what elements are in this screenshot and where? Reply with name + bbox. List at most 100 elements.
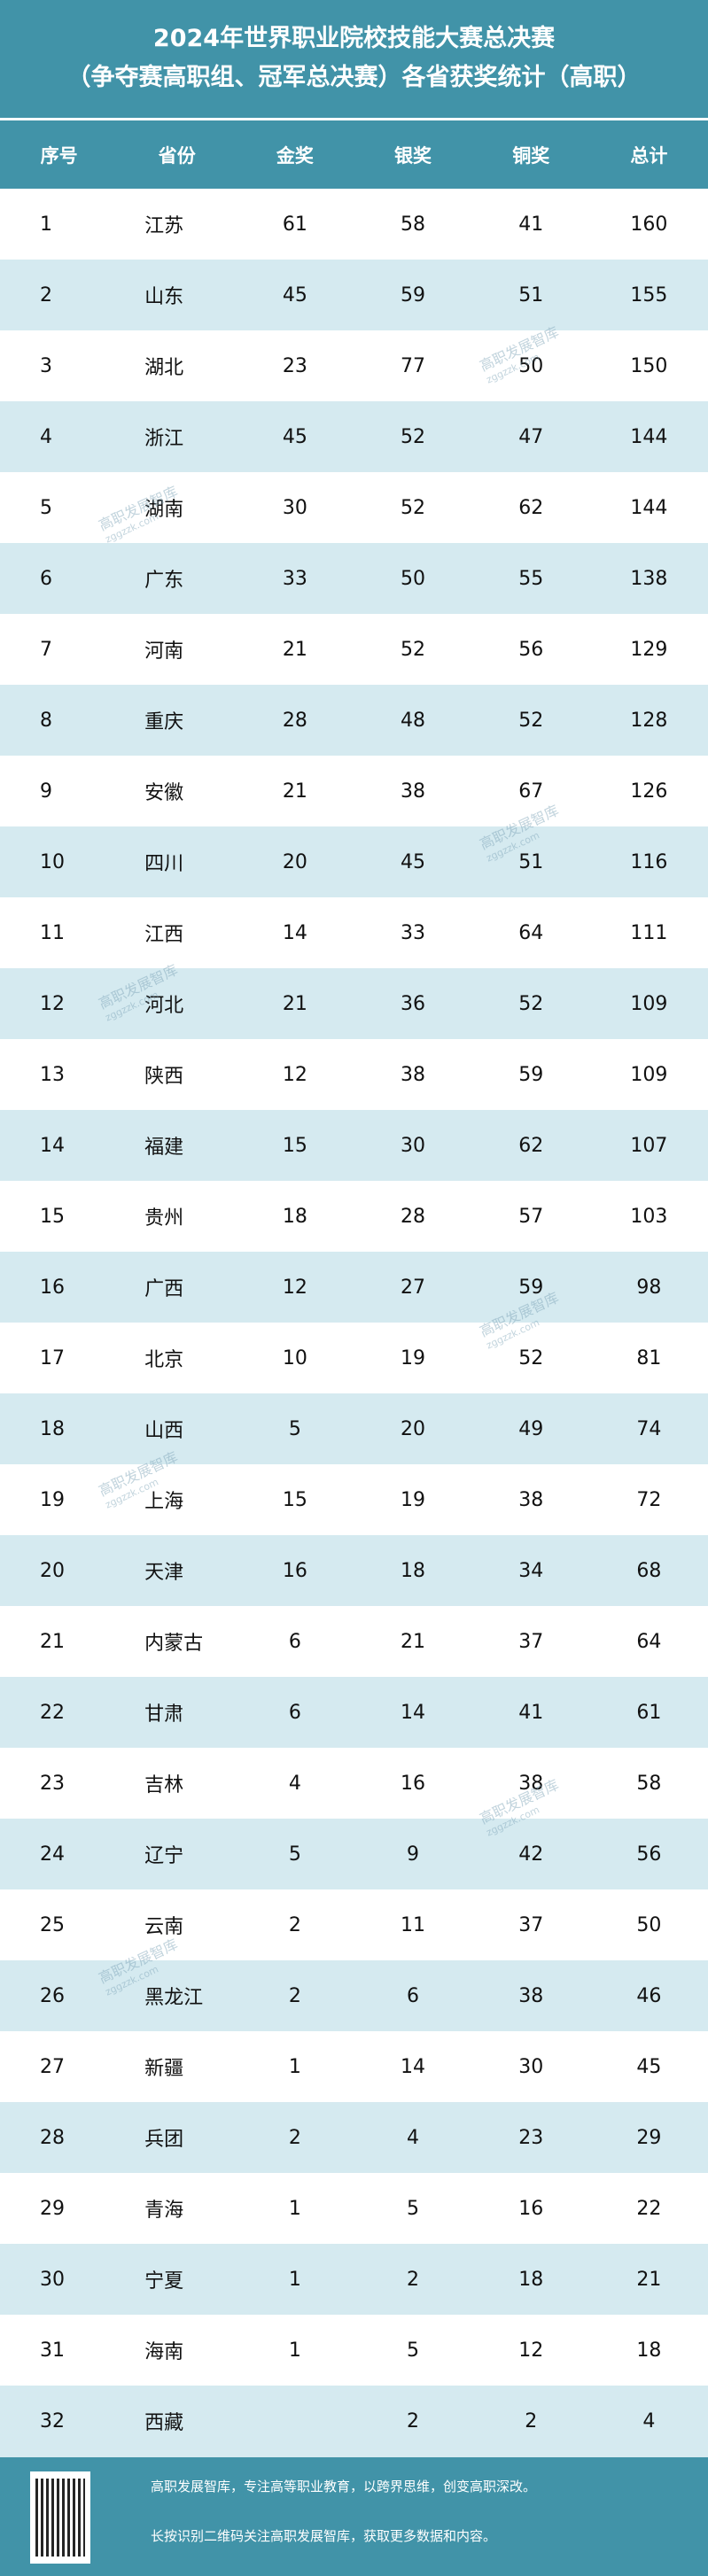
cell-gold: 12 (282, 1276, 307, 1299)
cell-bronze: 37 (518, 1630, 544, 1653)
cell-total: 116 (630, 850, 668, 873)
cell-silver: 21 (401, 1630, 426, 1653)
cell-bronze: 18 (518, 2268, 544, 2291)
cell-silver: 28 (401, 1205, 426, 1228)
cell-silver: 77 (401, 354, 426, 377)
cell-silver: 58 (401, 213, 426, 236)
cell-gold: 1 (288, 2055, 301, 2078)
cell-province: 四川 (144, 853, 184, 876)
cell-bronze: 52 (518, 709, 544, 732)
cell-bronze: 52 (518, 992, 544, 1015)
cell-bronze: 2 (525, 2409, 538, 2432)
cell-bronze: 62 (518, 496, 544, 519)
cell-bronze: 16 (518, 2197, 544, 2220)
cell-province: 江苏 (144, 215, 184, 237)
cell-rank: 20 (40, 1559, 65, 1582)
cell-silver: 52 (401, 496, 426, 519)
cell-gold: 4 (288, 1772, 301, 1795)
cell-rank: 2 (40, 283, 52, 306)
cell-rank: 13 (40, 1063, 65, 1086)
cell-silver: 18 (401, 1559, 426, 1582)
cell-bronze: 52 (518, 1346, 544, 1369)
table-row: 7 河南 21 52 56 129 (0, 614, 708, 685)
table-header: 序号 省份 金奖 银奖 铜奖 总计 (0, 120, 708, 189)
cell-rank: 16 (40, 1276, 65, 1299)
cell-silver: 50 (401, 567, 426, 590)
cell-total: 155 (630, 283, 668, 306)
cell-silver: 27 (401, 1276, 426, 1299)
table-row: 13 陕西 12 38 59 109 (0, 1039, 708, 1110)
qr-code (30, 2471, 90, 2564)
cell-province: 甘肃 (144, 1703, 184, 1726)
table-row: 32 西藏 2 2 4 (0, 2386, 708, 2457)
cell-total: 128 (630, 709, 668, 732)
cell-silver: 36 (401, 992, 426, 1015)
cell-silver: 4 (407, 2126, 420, 2149)
cell-province: 黑龙江 (144, 1987, 204, 2010)
table-row: 31 海南 1 5 12 18 (0, 2315, 708, 2386)
cell-gold: 45 (282, 283, 307, 306)
cell-silver: 11 (401, 1913, 426, 1936)
cell-total: 150 (630, 354, 668, 377)
table-row: 26 黑龙江 2 6 38 46 (0, 1960, 708, 2032)
cell-bronze: 30 (518, 2055, 544, 2078)
cell-province: 兵团 (144, 2129, 184, 2152)
cell-rank: 25 (40, 1913, 65, 1936)
cell-rank: 23 (40, 1772, 65, 1795)
cell-bronze: 12 (518, 2339, 544, 2362)
table-row: 21 内蒙古 6 21 37 64 (0, 1606, 708, 1677)
cell-gold: 15 (282, 1134, 307, 1157)
cell-gold: 14 (282, 921, 307, 944)
table-row: 3 湖北 23 77 50 150 (0, 330, 708, 401)
table-row: 28 兵团 2 4 23 29 (0, 2102, 708, 2174)
cell-province: 宁夏 (144, 2270, 184, 2293)
table-row: 30 宁夏 1 2 18 21 (0, 2244, 708, 2316)
table-row: 12 河北 21 36 52 109 (0, 968, 708, 1040)
cell-province: 贵州 (144, 1207, 184, 1230)
cell-bronze: 49 (518, 1417, 544, 1440)
title-line-1: 2024年世界职业院校技能大赛总决赛 (152, 25, 556, 52)
cell-silver: 5 (407, 2339, 420, 2362)
table-row: 1 江苏 61 58 41 160 (0, 189, 708, 260)
cell-rank: 32 (40, 2409, 65, 2432)
cell-silver: 45 (401, 850, 426, 873)
cell-gold: 1 (288, 2268, 301, 2291)
cell-gold: 15 (282, 1488, 307, 1511)
footer: 高职发展智库，专注高等职业教育，以跨界思维，创变高职深改。 长按识别二维码关注高… (0, 2457, 708, 2576)
cell-gold: 2 (288, 1913, 301, 1936)
cell-silver: 33 (401, 921, 426, 944)
cell-total: 29 (636, 2126, 662, 2149)
cell-bronze: 47 (518, 425, 544, 448)
cell-silver: 20 (401, 1417, 426, 1440)
cell-rank: 14 (40, 1134, 65, 1157)
cell-bronze: 55 (518, 567, 544, 590)
cell-silver: 9 (407, 1843, 420, 1866)
cell-bronze: 41 (518, 213, 544, 236)
cell-rank: 9 (40, 780, 52, 803)
cell-gold: 6 (288, 1701, 301, 1724)
cell-rank: 30 (40, 2268, 65, 2291)
cell-total: 56 (636, 1843, 662, 1866)
cell-province: 山西 (144, 1420, 184, 1443)
cell-gold: 16 (282, 1559, 307, 1582)
table-row: 2 山东 45 59 51 155 (0, 260, 708, 331)
table-row: 23 吉林 4 16 38 58 (0, 1748, 708, 1819)
cell-gold: 30 (282, 496, 307, 519)
cell-total: 160 (630, 213, 668, 236)
cell-rank: 11 (40, 921, 65, 944)
cell-province: 江西 (144, 924, 184, 947)
table-row: 24 辽宁 5 9 42 56 (0, 1819, 708, 1890)
cell-rank: 4 (40, 425, 52, 448)
cell-rank: 26 (40, 1984, 65, 2007)
cell-total: 129 (630, 638, 668, 661)
cell-gold: 61 (282, 213, 307, 236)
cell-total: 138 (630, 567, 668, 590)
cell-province: 陕西 (144, 1066, 184, 1089)
cell-rank: 31 (40, 2339, 65, 2362)
header-total: 总计 (630, 144, 668, 167)
cell-silver: 16 (401, 1772, 426, 1795)
cell-bronze: 67 (518, 780, 544, 803)
page-title: 2024年世界职业院校技能大赛总决赛 （争夺赛高职组、冠军总决赛）各省获奖统计（… (0, 0, 708, 118)
cell-total: 103 (630, 1205, 668, 1228)
table-row: 11 江西 14 33 64 111 (0, 897, 708, 968)
